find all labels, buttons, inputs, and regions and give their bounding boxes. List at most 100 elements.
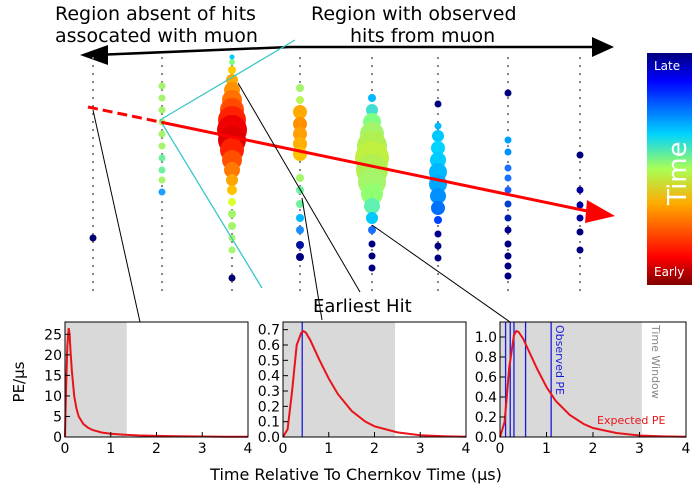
hit-marker: [296, 96, 304, 104]
dom-dot: [298, 264, 302, 268]
dom-dot: [578, 176, 582, 180]
dom-dot: [298, 80, 302, 84]
dom-dot: [298, 72, 302, 76]
hit-marker: [434, 122, 442, 130]
hit-marker: [368, 226, 376, 234]
expected-pe-label: Expected PE: [597, 414, 665, 427]
dom-dot: [160, 256, 164, 260]
hit-marker: [504, 186, 512, 194]
hit-marker: [434, 254, 442, 262]
expected-pe-curve: [64, 328, 249, 438]
colorbar-late-label: Late: [654, 59, 680, 73]
x-tick-label: 0: [61, 441, 70, 457]
hit-marker: [296, 84, 304, 92]
dom-dot: [230, 288, 234, 292]
dom-dot: [436, 264, 440, 268]
pointer-line-1: [92, 109, 141, 323]
hit-marker: [430, 188, 446, 204]
region-observed-label-1: Region with observed: [311, 3, 517, 25]
hit-marker: [158, 106, 166, 114]
dom-dot: [160, 240, 164, 244]
dom-dot: [578, 88, 582, 92]
dom-dot: [506, 96, 510, 100]
dom-dot: [370, 272, 374, 276]
dom-dot: [298, 56, 302, 60]
hit-marker: [158, 142, 166, 150]
hit-marker: [158, 130, 166, 138]
colorbar-title: Time: [663, 141, 692, 206]
dom-dot: [91, 120, 95, 124]
hit-marker: [296, 253, 304, 261]
y-tick-label: 10: [44, 389, 62, 405]
hit-marker: [296, 200, 304, 208]
dom-dot: [436, 72, 440, 76]
hit-marker: [228, 66, 236, 74]
hit-marker: [504, 272, 512, 280]
dom-dot: [298, 160, 302, 164]
hit-marker: [293, 127, 307, 141]
expected-pe-curve: [499, 329, 687, 438]
panel-3: 0 1 2 3 4 0.0 0.2 0.4 0.6 0.8 1.0: [475, 321, 691, 457]
dom-dot: [578, 264, 582, 268]
x-tick-label: 4: [244, 441, 253, 457]
cherenkov-cone-line-upper: [159, 39, 296, 121]
dom-dot: [91, 144, 95, 148]
dom-dot: [578, 64, 582, 68]
y-tick-label: 0.2: [475, 410, 497, 426]
hit-marker: [504, 226, 512, 234]
hit-marker: [434, 100, 442, 108]
hit-marker: [158, 154, 166, 162]
region-arrow-right-head: [592, 37, 614, 57]
dom-dot: [91, 216, 95, 220]
dom-dot: [91, 168, 95, 172]
dom-dot: [298, 280, 302, 284]
dom-dot: [370, 56, 374, 60]
dom-dot: [91, 224, 95, 228]
dom-dot: [436, 112, 440, 116]
dom-dot: [160, 248, 164, 252]
dom-dot: [160, 200, 164, 204]
hit-marker: [504, 148, 512, 156]
y-tick-label: 1.0: [475, 330, 497, 346]
dom-dot: [91, 176, 95, 180]
muon-track-dashed: [87, 105, 166, 125]
dom-dot: [436, 80, 440, 84]
dom-dot: [91, 184, 95, 188]
dom-dot: [91, 128, 95, 132]
hit-marker: [431, 141, 445, 155]
dom-dot: [578, 256, 582, 260]
dom-dot: [578, 128, 582, 132]
hit-marker: [228, 222, 236, 230]
hit-marker: [576, 151, 584, 159]
dom-dot: [160, 224, 164, 228]
hit-marker: [504, 214, 512, 222]
dom-dot: [578, 224, 582, 228]
expected-pe-curve: [282, 330, 467, 438]
dom-dot: [578, 72, 582, 76]
dom-dot: [578, 56, 582, 60]
y-tick-label: 0: [53, 430, 62, 446]
dom-dot: [370, 248, 374, 252]
hit-marker: [226, 174, 238, 186]
hit-marker: [431, 201, 445, 215]
hit-marker: [368, 94, 376, 102]
hit-marker: [293, 137, 307, 151]
dom-dot: [160, 264, 164, 268]
dom-dot: [91, 200, 95, 204]
hit-marker: [228, 246, 236, 254]
hit-marker: [364, 198, 380, 214]
dom-dot: [91, 64, 95, 68]
x-tick-label: 3: [635, 441, 644, 457]
hit-marker: [434, 230, 442, 238]
dom-dot: [91, 248, 95, 252]
dom-dot: [436, 96, 440, 100]
x-tick-label: 4: [682, 441, 691, 457]
dom-dot: [578, 80, 582, 84]
dom-dot: [91, 192, 95, 196]
y-tick-label: 0.4: [475, 390, 497, 406]
hit-marker: [228, 198, 236, 206]
time-window-shade: [65, 322, 127, 437]
dom-dot: [91, 272, 95, 276]
panel-1: 0 1 2 3 4 0 5 10 15 20 25: [44, 321, 253, 457]
hit-marker: [296, 214, 304, 222]
